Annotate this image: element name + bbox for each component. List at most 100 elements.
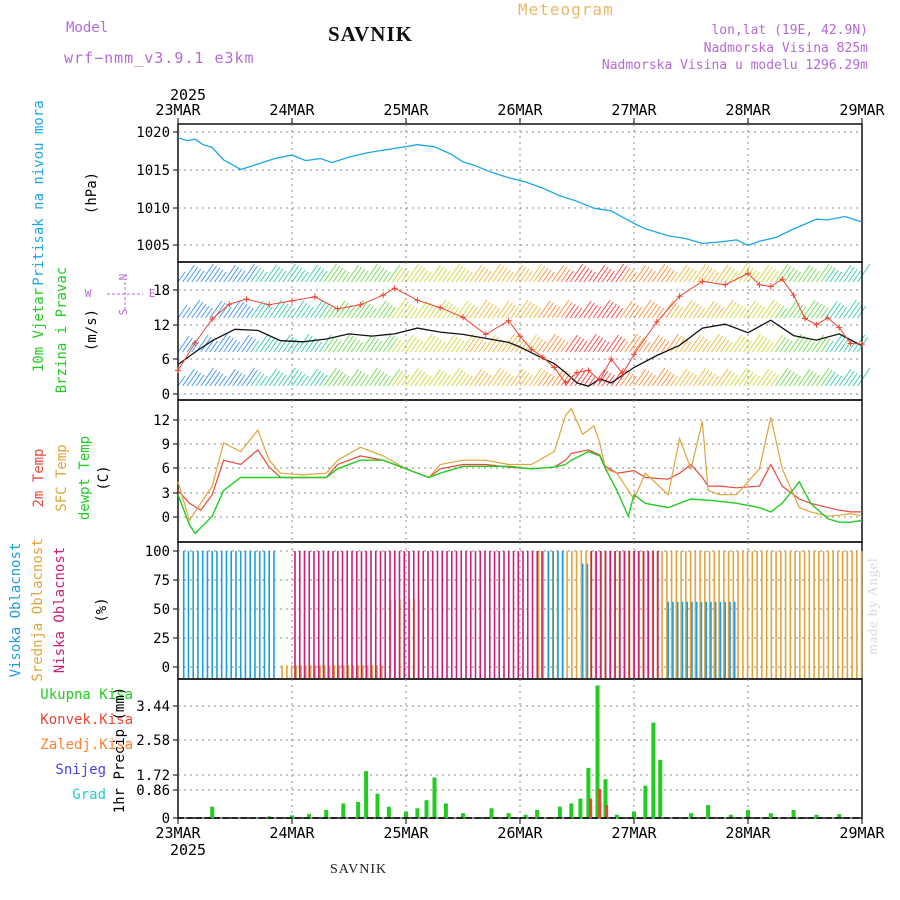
wind-barb [715, 337, 727, 353]
wind-barb [519, 372, 530, 387]
wind-barb [515, 370, 527, 387]
wind-barb [847, 301, 860, 319]
precip-grad-label: Grad [72, 787, 106, 803]
wind-barb [692, 305, 703, 319]
wind-barb [218, 335, 231, 353]
wind-barb [779, 338, 790, 353]
wind-barb [820, 307, 829, 319]
lon-lat-info: lon,lat (19E, 42.9N) [711, 23, 868, 38]
wind-barb [241, 305, 251, 319]
wind-barb [560, 268, 571, 283]
wind-barb [332, 300, 346, 319]
wind-barb [793, 271, 802, 283]
wind-barb [806, 301, 819, 319]
wind-barb [341, 271, 350, 283]
wind-barb [592, 264, 606, 283]
t2m-line [177, 449, 862, 513]
wind-barb [355, 372, 366, 387]
wind-barb [419, 269, 429, 283]
wind-barb [446, 263, 461, 283]
wind-barb [460, 302, 472, 319]
wind-barb [747, 333, 762, 353]
model-label: Model [66, 20, 109, 36]
wind-barb [359, 270, 369, 283]
wind-barb [533, 369, 546, 387]
wind-barb [227, 266, 240, 283]
x-tick-label-bottom: 24MAR [269, 824, 315, 842]
wind-barb [647, 303, 658, 319]
wind-barb [838, 368, 852, 387]
wind-barb [729, 270, 738, 283]
wind-barb [432, 370, 445, 387]
wind-barb [715, 306, 725, 319]
wind-gust-marker [209, 316, 216, 323]
wind-barb [432, 339, 443, 353]
wind-barb [519, 301, 532, 319]
y-tick-label: 0 [162, 510, 170, 526]
wind-gust-marker [813, 321, 820, 328]
wind-barb [843, 299, 857, 319]
wind-barb [733, 305, 744, 319]
wind-barb [629, 375, 637, 387]
wind-barb [204, 307, 213, 319]
wind-gust-marker [391, 285, 398, 292]
wind-barb [665, 333, 679, 353]
wind-barb [752, 375, 760, 387]
wind-barb [309, 299, 324, 319]
wind-barb [524, 303, 535, 319]
wind-barb [232, 341, 241, 353]
wind-barb [756, 368, 770, 387]
high-cloud-label: Visoka Oblacnost [8, 543, 24, 678]
wind-barb [473, 370, 486, 387]
wind-barb [223, 368, 236, 387]
precip-bar [432, 777, 437, 818]
wind-barb [583, 373, 593, 387]
wind-barb [770, 303, 782, 319]
wind-barb [323, 263, 337, 283]
panel-frame [177, 678, 863, 819]
wind-gust-marker [790, 292, 797, 299]
wind-barb [647, 374, 656, 387]
wind-barb [460, 269, 470, 283]
wind-barb [296, 333, 310, 353]
wind-barb [337, 333, 351, 353]
wind-barb [264, 306, 273, 319]
wind-barb [442, 270, 451, 283]
wind-barb [597, 339, 607, 353]
wind-barb [825, 371, 836, 387]
wind-barb [793, 375, 802, 387]
wind-barb [464, 271, 473, 283]
wind-barb [204, 369, 217, 387]
wind-barb [665, 269, 675, 283]
wind-barb [282, 305, 292, 319]
wind-barb [428, 368, 442, 387]
wind-barb [633, 306, 643, 319]
wind-speed-line [177, 319, 863, 388]
wind-barb [847, 372, 858, 387]
wind-barb [697, 307, 706, 319]
wind-barb [232, 372, 243, 387]
wind-barb [838, 264, 852, 283]
precip-bar [791, 809, 796, 818]
wind-barb [473, 339, 484, 353]
wind-barb [537, 300, 551, 319]
wind-barb [679, 266, 691, 283]
y-tick-label: 6 [162, 461, 170, 477]
wind-barb [615, 338, 626, 353]
wind-barb [838, 337, 850, 353]
wind-barb [574, 265, 587, 283]
wind-barb [428, 306, 437, 319]
precip-bar [356, 801, 361, 818]
precip-bar [267, 816, 272, 818]
wind-barb [524, 334, 537, 353]
wind-barb [309, 339, 320, 353]
wind-barb [834, 375, 843, 387]
wind-gust-marker [266, 301, 273, 308]
wind-barb [802, 370, 814, 387]
wind-barb [660, 267, 672, 283]
wind-barb [720, 339, 730, 353]
wind-gust-marker [722, 281, 729, 288]
wind-barb [291, 267, 303, 283]
wind-barb [501, 333, 515, 353]
precip-bar [386, 806, 391, 818]
